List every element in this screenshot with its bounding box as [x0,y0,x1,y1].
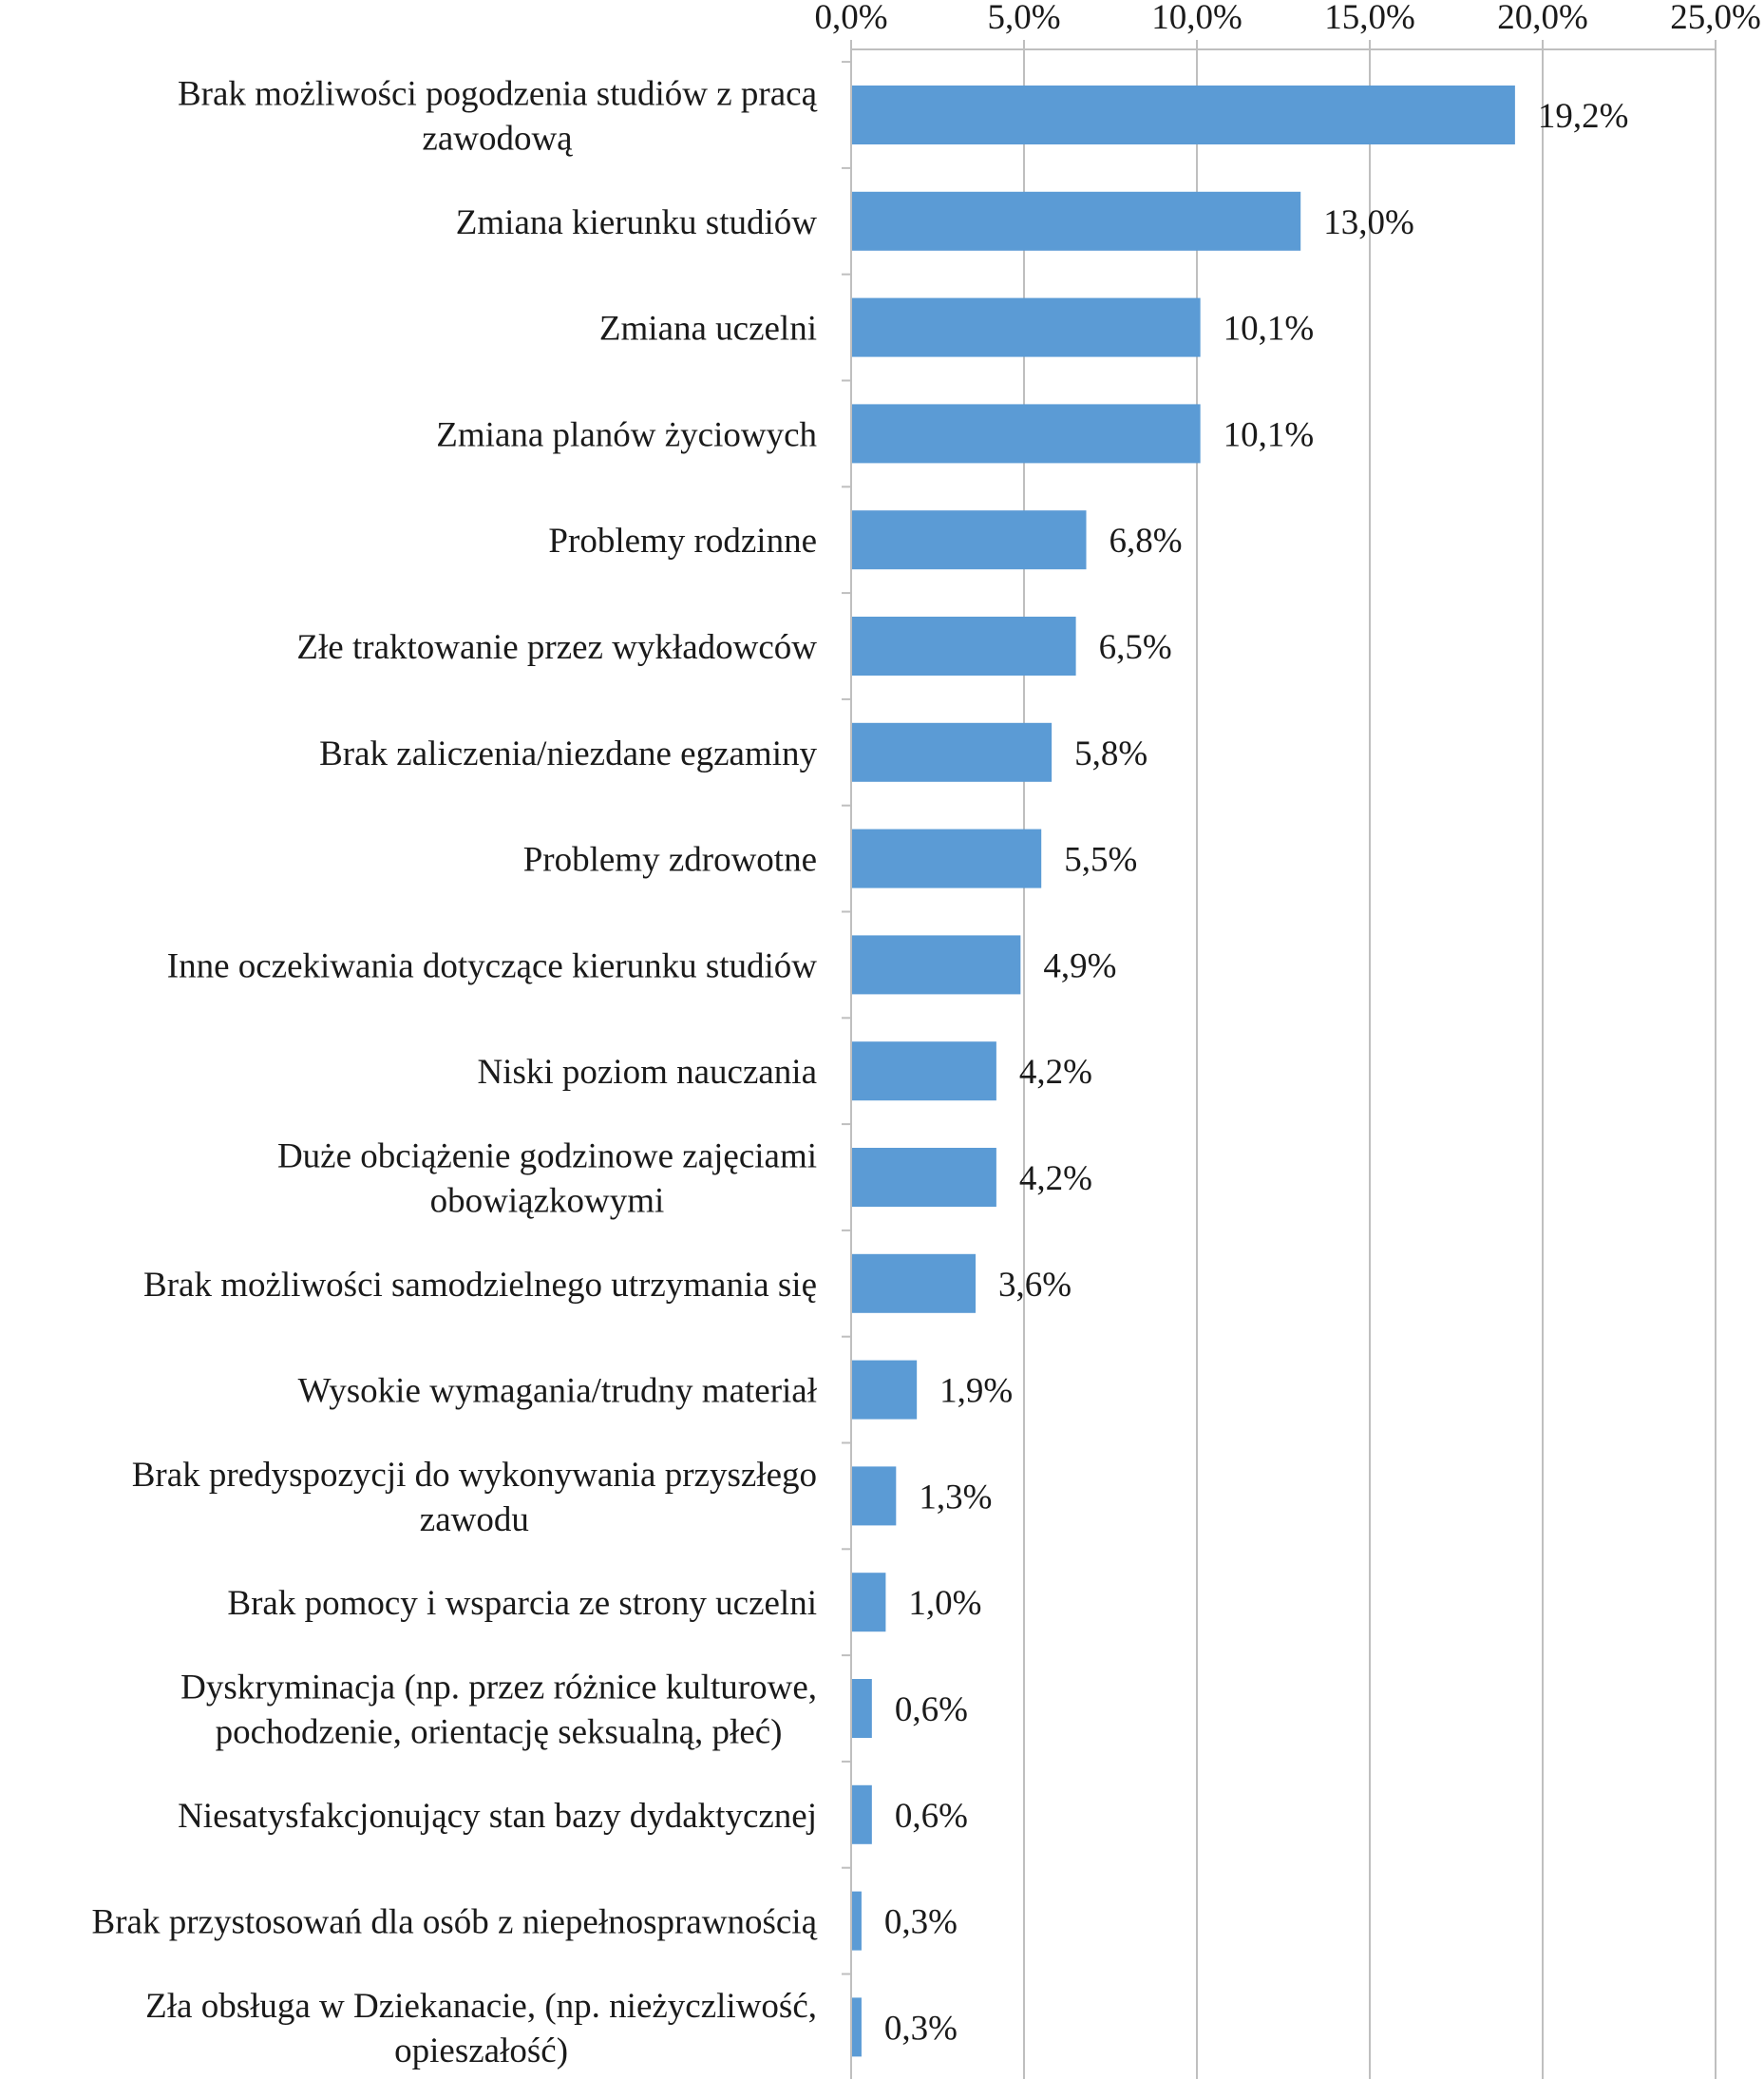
bar [852,404,1201,464]
data-label: 3,6% [998,1266,1072,1305]
data-label: 5,8% [1074,734,1148,773]
data-label: 5,5% [1064,841,1137,880]
category-label: Duże obciążenie godzinowe zajęciami obowi… [277,1137,817,1221]
category-label: Brak możliwości samodzielnego utrzymania… [143,1266,817,1305]
data-label: 1,9% [939,1372,1013,1411]
bar [852,1784,872,1844]
data-label: 10,1% [1223,415,1315,454]
category-label-line: Duże obciążenie godzinowe zajęciami [277,1137,817,1176]
bar [852,1997,862,2057]
data-label: 4,2% [1019,1053,1092,1092]
category-label-line: zawodową [422,120,573,159]
data-label: 4,9% [1043,946,1116,985]
bar [852,297,1201,357]
category-label: Zmiana planów życiowych [436,415,817,454]
category-label: Złe traktowanie przez wykładowców [296,628,817,667]
bar [852,935,1021,995]
category-label: Brak możliwości pogodzenia studiów z pra… [178,75,818,159]
bar-layer [852,86,1515,2057]
bar [852,191,1301,251]
bar [852,1360,918,1420]
category-label: Brak przystosowań dla osób z niepełnospr… [92,1903,818,1942]
category-label: Brak pomocy i wsparcia ze strony uczelni [227,1584,817,1623]
x-tick-label: 0,0% [814,0,887,37]
bar [852,722,1053,782]
category-label: Problemy zdrowotne [523,841,817,880]
category-label-line: opieszałość) [394,2031,568,2070]
category-label-line: Dyskryminacja (np. przez różnice kulturo… [180,1669,817,1707]
data-label: 0,6% [895,1690,968,1729]
category-label-line: zawodu [420,1500,529,1539]
grid-layer [1023,49,1717,2079]
data-label: 0,3% [884,1903,958,1942]
data-label: 10,1% [1223,310,1315,349]
data-label: 1,3% [919,1478,992,1516]
data-label: 6,5% [1099,628,1172,667]
category-label: Problemy rodzinne [548,522,817,561]
category-label: Niski poziom nauczania [477,1053,817,1092]
category-label-line: pochodzenie, orientację seksualną, płeć) [216,1713,783,1752]
data-label: 1,0% [908,1584,981,1623]
label-layer: 0,0% 5,0% 10,0% 15,0% 20,0% 25,0% 19,2% Brak mo… [92,0,1761,2070]
bar [852,1573,886,1632]
bar [852,1148,996,1207]
category-label: Brak zaliczenia/niezdane egzaminy [319,734,817,773]
category-label-line: Brak możliwości pogodzenia studiów z pra… [178,75,818,114]
category-label-line: Brak predyspozycji do wykonywania przysz… [132,1456,817,1495]
bar [852,829,1042,888]
bar [852,1253,977,1313]
bar [852,1466,897,1526]
category-label: Inne oczekiwania dotyczące kierunku stud… [167,946,818,985]
category-label: Zmiana uczelni [599,310,817,349]
bar [852,1041,996,1101]
category-label: Brak predyspozycji do wykonywania przysz… [132,1456,817,1539]
category-label-line: Zła obsługa w Dziekanacie, (np. nieżyczl… [145,1987,817,2026]
category-label: Wysokie wymagania/trudny materiał [298,1372,818,1411]
x-tick-label: 25,0% [1670,0,1761,37]
data-label: 19,2% [1538,97,1629,136]
bar [852,617,1076,676]
x-tick-label: 15,0% [1324,0,1415,37]
category-label: Zmiana kierunku studiów [456,203,817,242]
data-label: 4,2% [1019,1159,1092,1198]
category-label-line: obowiązkowymi [430,1182,665,1221]
data-label: 0,3% [884,2009,958,2048]
bar [852,510,1087,570]
data-label: 13,0% [1323,203,1414,242]
x-tick-label: 10,0% [1151,0,1242,37]
data-label: 6,8% [1110,522,1183,561]
category-label: Zła obsługa w Dziekanacie, (np. nieżyczl… [145,1987,817,2070]
axis-layer [842,40,1717,2079]
data-label: 0,6% [895,1797,968,1836]
category-label: Niesatysfakcjonujący stan bazy dydaktycz… [178,1797,817,1836]
x-tick-label: 5,0% [987,0,1060,37]
bar [852,86,1515,144]
bar [852,1679,872,1738]
bar [852,1891,862,1951]
category-label: Dyskryminacja (np. przez różnice kulturo… [180,1669,817,1752]
x-tick-label: 20,0% [1497,0,1588,37]
